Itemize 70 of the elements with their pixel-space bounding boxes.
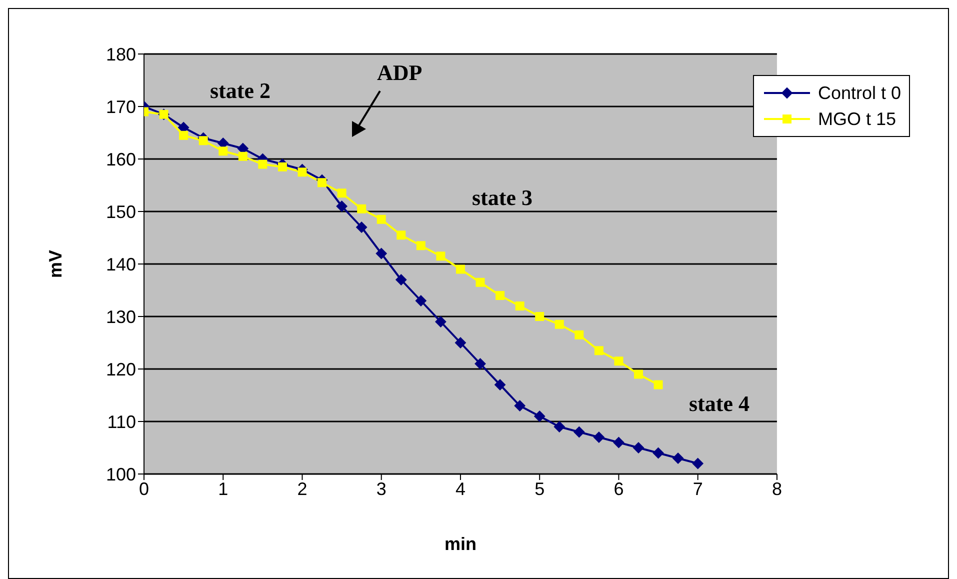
- y-tick-label: 130: [106, 306, 136, 327]
- x-tick-label: 5: [534, 478, 545, 499]
- point: [574, 426, 585, 438]
- point: [357, 204, 366, 214]
- point: [416, 241, 426, 250]
- point: [238, 152, 248, 161]
- legend-label: Control t 0: [818, 82, 901, 105]
- point: [278, 162, 287, 172]
- x-tick-label: 4: [455, 478, 466, 499]
- point: [258, 160, 268, 169]
- point: [376, 214, 386, 224]
- y-tick-label: 100: [106, 464, 136, 484]
- point: [435, 316, 446, 328]
- point: [336, 200, 348, 212]
- point: [494, 379, 506, 390]
- point: [474, 358, 486, 370]
- point: [594, 346, 604, 356]
- point: [179, 130, 188, 140]
- point: [515, 302, 524, 310]
- point: [356, 222, 368, 233]
- point: [574, 330, 584, 340]
- point: [476, 278, 485, 287]
- point: [198, 136, 208, 146]
- annotation: state 4: [689, 391, 750, 416]
- point: [593, 432, 604, 443]
- point: [496, 291, 505, 300]
- point: [535, 312, 544, 321]
- x-tick-label: 6: [614, 478, 624, 499]
- x-axis-title: min: [444, 534, 476, 554]
- point: [632, 442, 644, 454]
- point: [554, 421, 565, 432]
- point: [415, 295, 426, 306]
- y-tick-label: 120: [106, 359, 136, 380]
- point: [298, 168, 307, 177]
- x-tick-label: 2: [297, 478, 308, 499]
- x-tick-label: 0: [138, 478, 150, 499]
- point: [456, 264, 465, 274]
- annotation: state 2: [210, 78, 270, 103]
- point: [318, 178, 327, 188]
- point: [436, 252, 446, 261]
- legend-label: MGO t 15: [818, 108, 896, 131]
- y-axis-title: mV: [45, 250, 66, 278]
- y-tick-label: 110: [107, 412, 136, 432]
- point: [652, 448, 664, 458]
- x-tick-label: 8: [772, 478, 782, 499]
- y-tick-label: 180: [106, 44, 136, 64]
- y-tick-label: 160: [106, 149, 136, 170]
- point: [514, 400, 526, 412]
- annotation: ADP: [377, 60, 422, 85]
- point: [534, 410, 546, 422]
- x-tick-label: 7: [692, 478, 703, 499]
- point: [692, 458, 704, 469]
- point: [376, 248, 387, 259]
- point: [396, 230, 406, 240]
- point: [654, 380, 663, 390]
- point: [554, 320, 564, 329]
- y-tick-label: 170: [106, 96, 136, 117]
- point: [614, 356, 624, 366]
- point: [613, 437, 624, 448]
- point: [218, 146, 228, 156]
- point: [337, 188, 346, 198]
- point: [634, 370, 643, 379]
- y-tick-label: 150: [106, 202, 136, 222]
- y-tick-label: 140: [106, 254, 136, 274]
- x-tick-label: 3: [376, 478, 386, 499]
- point: [672, 452, 684, 464]
- annotation: state 3: [472, 185, 532, 210]
- point: [454, 337, 466, 348]
- x-tick-label: 1: [218, 478, 228, 499]
- point: [396, 274, 407, 286]
